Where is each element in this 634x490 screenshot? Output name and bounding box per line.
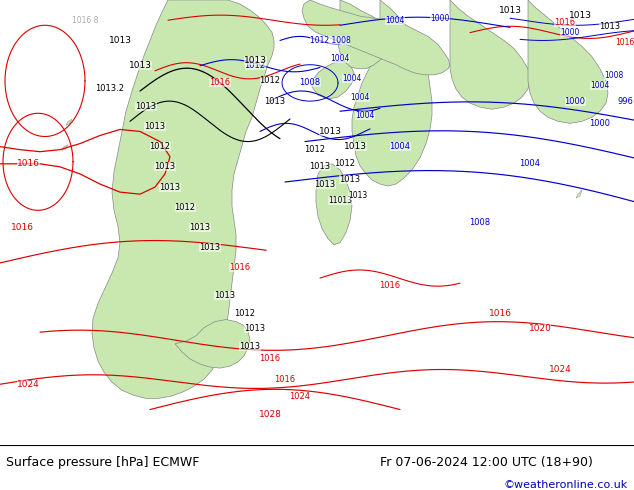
Text: 1016: 1016 [489, 309, 512, 318]
Text: 1013: 1013 [136, 101, 157, 111]
Text: 1012: 1012 [150, 142, 171, 151]
Text: Surface pressure [hPa] ECMWF: Surface pressure [hPa] ECMWF [6, 456, 200, 468]
Text: 1013: 1013 [599, 22, 621, 31]
Polygon shape [92, 0, 274, 398]
Text: 1013: 1013 [498, 5, 522, 15]
Polygon shape [316, 164, 352, 245]
Polygon shape [338, 0, 390, 69]
Text: 1013: 1013 [159, 183, 181, 192]
Text: 1016: 1016 [555, 18, 576, 27]
Text: 1013: 1013 [200, 243, 221, 252]
Text: 1008: 1008 [469, 218, 491, 227]
Text: 1013: 1013 [314, 179, 335, 189]
Text: 1016: 1016 [11, 223, 34, 232]
Text: 1016: 1016 [230, 264, 250, 272]
Text: 1004: 1004 [389, 142, 410, 151]
Text: 1000: 1000 [590, 119, 611, 128]
Text: Fr 07-06-2024 12:00 UTC (18+90): Fr 07-06-2024 12:00 UTC (18+90) [380, 456, 593, 468]
Text: 1028: 1028 [259, 410, 281, 419]
Text: 1000: 1000 [560, 28, 579, 37]
Text: 1012: 1012 [235, 309, 256, 318]
Polygon shape [62, 145, 68, 150]
Text: 1012: 1012 [174, 203, 195, 212]
Text: 1012 1008: 1012 1008 [309, 36, 351, 45]
Text: 1016: 1016 [275, 375, 295, 384]
Text: 1013: 1013 [108, 36, 131, 45]
Text: 1004: 1004 [355, 111, 375, 120]
Text: 1020: 1020 [529, 324, 552, 333]
Polygon shape [312, 61, 354, 99]
Text: 1004: 1004 [342, 74, 361, 83]
Text: 1016: 1016 [379, 281, 401, 290]
Text: 1008: 1008 [604, 72, 624, 80]
Text: 1013: 1013 [245, 324, 266, 333]
Text: 1013: 1013 [129, 61, 152, 70]
Text: 1024: 1024 [548, 365, 571, 373]
Text: 1004: 1004 [590, 81, 610, 91]
Text: 1013: 1013 [240, 343, 261, 351]
Text: 1016: 1016 [259, 354, 281, 364]
Text: 1024: 1024 [290, 392, 311, 401]
Text: 1013: 1013 [309, 162, 330, 171]
Text: 1012: 1012 [304, 145, 325, 154]
Text: 1013: 1013 [318, 127, 342, 136]
Text: 1024: 1024 [16, 380, 39, 389]
Text: 1016: 1016 [616, 38, 634, 47]
Text: 1016: 1016 [16, 159, 39, 168]
Text: 1013: 1013 [348, 191, 368, 199]
Text: 1008: 1008 [299, 78, 321, 87]
Polygon shape [302, 0, 450, 75]
Text: 11013: 11013 [328, 196, 352, 205]
Polygon shape [352, 0, 432, 186]
Text: 1013: 1013 [243, 56, 266, 65]
Text: 1013: 1013 [214, 291, 236, 300]
Text: 1000: 1000 [564, 97, 586, 106]
Text: 1013: 1013 [190, 223, 210, 232]
Polygon shape [175, 319, 250, 368]
Text: 1013: 1013 [264, 97, 285, 106]
Text: 1016: 1016 [209, 78, 231, 87]
Text: 1013: 1013 [145, 122, 165, 131]
Text: 1012: 1012 [259, 76, 280, 85]
Text: 1016 8: 1016 8 [72, 16, 98, 24]
Polygon shape [576, 190, 582, 198]
Text: 1004: 1004 [519, 159, 541, 168]
Polygon shape [528, 0, 608, 123]
Text: 1013: 1013 [155, 162, 176, 171]
Text: 996: 996 [617, 97, 633, 106]
Text: 1013: 1013 [569, 11, 592, 20]
Text: 1013: 1013 [344, 142, 366, 151]
Text: 1012: 1012 [335, 159, 356, 168]
Text: 1013: 1013 [339, 175, 361, 185]
Text: 1004: 1004 [385, 16, 404, 24]
Text: 1000: 1000 [430, 14, 450, 23]
Polygon shape [66, 120, 72, 125]
Text: 1004: 1004 [330, 54, 350, 63]
Text: 1012: 1012 [245, 61, 266, 70]
Text: 1013.2: 1013.2 [96, 84, 124, 94]
Text: ©weatheronline.co.uk: ©weatheronline.co.uk [503, 480, 628, 490]
Text: 1004: 1004 [351, 93, 370, 101]
Polygon shape [450, 0, 530, 109]
